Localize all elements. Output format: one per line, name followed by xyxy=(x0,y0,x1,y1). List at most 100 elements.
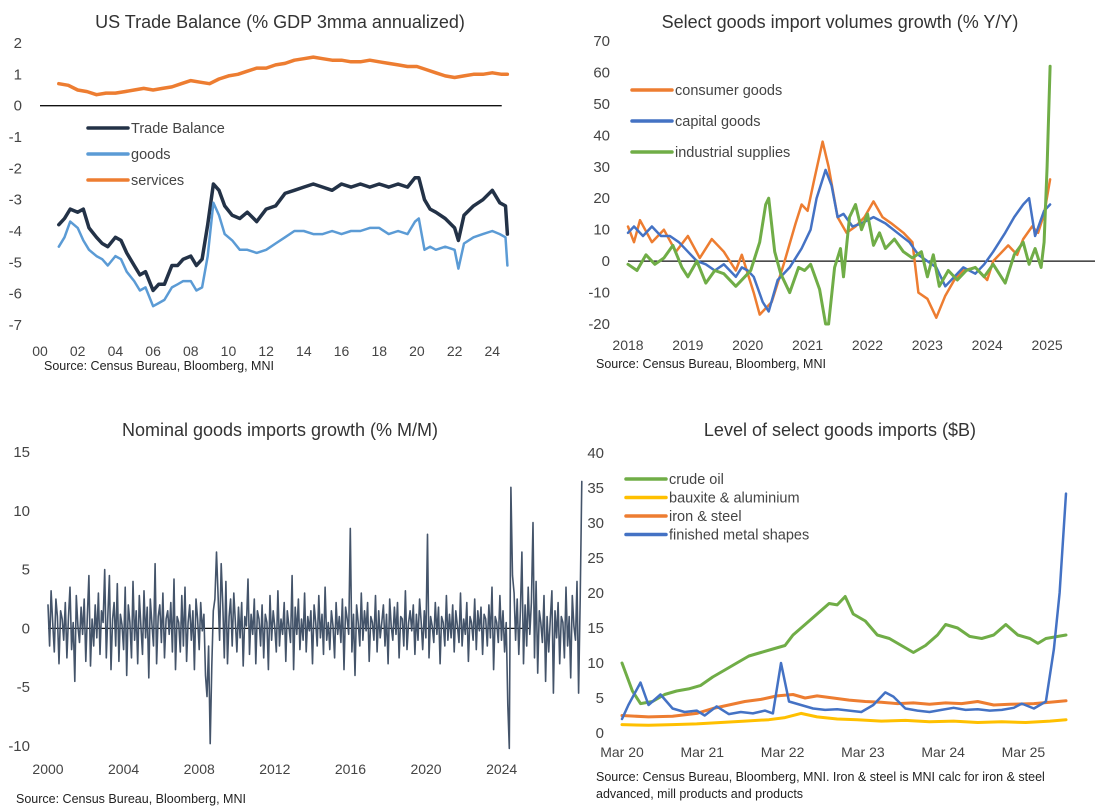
legend-label: industrial supplies xyxy=(675,145,790,161)
import-levels-panel: Level of select goods imports ($B) 40 35 3… xyxy=(560,400,1120,810)
x-tick-label: 2020 xyxy=(410,761,441,777)
y-tick-label: 20 xyxy=(587,585,604,602)
import-volumes-panel: Select goods import volumes growth (% Y/… xyxy=(560,0,1120,400)
y-tick-label: -6 xyxy=(9,286,22,303)
y-tick-label: 5 xyxy=(596,690,604,707)
x-tick-label: 2022 xyxy=(852,337,883,353)
y-tick-label: 15 xyxy=(587,620,604,637)
nominal-imports-title: Nominal goods imports growth (% M/M) xyxy=(121,420,439,440)
y-tick-label: 20 xyxy=(593,190,610,207)
trade-balance-source: Source: Census Bureau, Bloomberg, MNI xyxy=(44,359,274,373)
y-tick-label: 60 xyxy=(593,64,610,81)
y-tick-label: -7 xyxy=(9,317,22,334)
series-line-crude-oil xyxy=(620,595,1068,706)
x-tick-label: 2021 xyxy=(792,337,823,353)
y-tick-label: -2 xyxy=(9,160,22,177)
import-levels-source: Source: Census Bureau, Bloomberg, MNI. I… xyxy=(596,769,1045,803)
y-tick-label: 50 xyxy=(593,96,610,113)
series-line-industrial-supplies xyxy=(626,64,1052,326)
x-tick-label: 2016 xyxy=(335,761,366,777)
y-tick-label: -10 xyxy=(588,285,610,302)
y-tick-label: 0 xyxy=(14,98,22,115)
legend-label: goods xyxy=(131,147,171,163)
series-line-goods xyxy=(57,201,509,308)
x-tick-label: 2024 xyxy=(486,761,517,777)
x-tick-label: Mar 23 xyxy=(841,744,885,760)
import-levels-source-line2: advanced, mill products and products xyxy=(596,787,804,801)
x-tick-label: 12 xyxy=(258,343,274,359)
y-tick-label: 25 xyxy=(587,550,604,567)
series-line-finished-metal-shapes xyxy=(620,492,1068,721)
x-tick-label: 2008 xyxy=(184,761,215,777)
x-tick-label: 2000 xyxy=(32,761,63,777)
x-tick-label: Mar 21 xyxy=(680,744,724,760)
legend-label: Trade Balance xyxy=(131,121,225,137)
x-tick-label: 06 xyxy=(145,343,161,359)
x-tick-label: 2019 xyxy=(672,337,703,353)
y-tick-label: 10 xyxy=(593,222,610,239)
nominal-imports-panel: Nominal goods imports growth (% M/M) 15 1… xyxy=(0,400,583,810)
x-tick-label: 2023 xyxy=(912,337,943,353)
series-line-consumer-goods xyxy=(626,140,1052,319)
series-line-nominal-goods-imports-growth xyxy=(47,480,583,750)
y-tick-label: -1 xyxy=(9,129,22,146)
x-tick-label: 16 xyxy=(334,343,350,359)
legend-label: finished metal shapes xyxy=(669,528,809,544)
x-tick-label: 02 xyxy=(70,343,86,359)
y-tick-label: 30 xyxy=(587,515,604,532)
legend-label: crude oil xyxy=(669,472,724,488)
x-tick-label: 10 xyxy=(221,343,237,359)
import-levels-title: Level of select goods imports ($B) xyxy=(703,420,977,440)
x-tick-label: 2020 xyxy=(732,337,763,353)
x-tick-label: 2025 xyxy=(1032,337,1063,353)
y-tick-label: -10 xyxy=(8,738,30,755)
y-tick-label: 0 xyxy=(596,725,604,742)
x-tick-label: 08 xyxy=(183,343,199,359)
y-tick-label: -3 xyxy=(9,192,22,209)
y-tick-label: 10 xyxy=(13,503,30,520)
import-levels-source-line1: Source: Census Bureau, Bloomberg, MNI. I… xyxy=(596,770,1045,784)
trade-balance-title: US Trade Balance (% GDP 3mma annualized) xyxy=(95,12,465,32)
trade-balance-chart: 210-1-2-3-4-5-6-700 02 04 06 08 10 12 14 16 18 20 2… xyxy=(9,35,510,359)
legend-label: bauxite & aluminium xyxy=(669,491,800,507)
y-tick-label: 1 xyxy=(14,66,22,83)
y-tick-label: 5 xyxy=(22,562,30,579)
y-tick-label: 0 xyxy=(22,620,30,637)
x-tick-label: 2004 xyxy=(108,761,139,777)
y-tick-label: 15 xyxy=(13,444,30,461)
x-tick-label: Mar 25 xyxy=(1002,744,1046,760)
y-tick-label: -5 xyxy=(9,254,22,271)
series-line-bauxite-aluminium xyxy=(620,711,1068,727)
import-volumes-title: Select goods import volumes growth (% Y/… xyxy=(661,12,1019,32)
y-tick-label: -4 xyxy=(9,223,22,240)
nominal-imports-source: Source: Census Bureau, Bloomberg, MNI xyxy=(16,792,246,806)
legend-label: consumer goods xyxy=(675,83,782,99)
y-tick-label: 10 xyxy=(587,655,604,672)
import-levels-chart: 40 35 30 25 20 15 10 5 0 Mar 20 Mar 21 Mar 22 Mar 23… xyxy=(587,445,1068,760)
x-tick-label: 04 xyxy=(108,343,124,359)
x-tick-label: Mar 24 xyxy=(921,744,965,760)
y-tick-label: 30 xyxy=(593,159,610,176)
series-line-services xyxy=(57,55,510,97)
y-tick-label: 40 xyxy=(593,127,610,144)
x-tick-label: 00 xyxy=(32,343,48,359)
import-volumes-source: Source: Census Bureau, Bloomberg, MNI xyxy=(596,357,826,371)
x-tick-label: 20 xyxy=(409,343,425,359)
y-tick-label: -5 xyxy=(17,679,30,696)
x-tick-label: 18 xyxy=(371,343,387,359)
series-line-iron-steel xyxy=(620,693,1068,719)
x-tick-label: 24 xyxy=(485,343,501,359)
legend-label: iron & steel xyxy=(669,509,742,525)
y-tick-label: 0 xyxy=(602,253,610,270)
x-tick-label: 2012 xyxy=(259,761,290,777)
legend-label: services xyxy=(131,173,184,189)
legend-label: capital goods xyxy=(675,114,760,130)
y-tick-label: 35 xyxy=(587,480,604,497)
trade-balance-panel: US Trade Balance (% GDP 3mma annualized)… xyxy=(0,0,560,400)
y-tick-label: 70 xyxy=(593,33,610,50)
x-tick-label: Mar 20 xyxy=(600,744,644,760)
x-tick-label: 22 xyxy=(447,343,463,359)
x-tick-label: 2024 xyxy=(972,337,1003,353)
